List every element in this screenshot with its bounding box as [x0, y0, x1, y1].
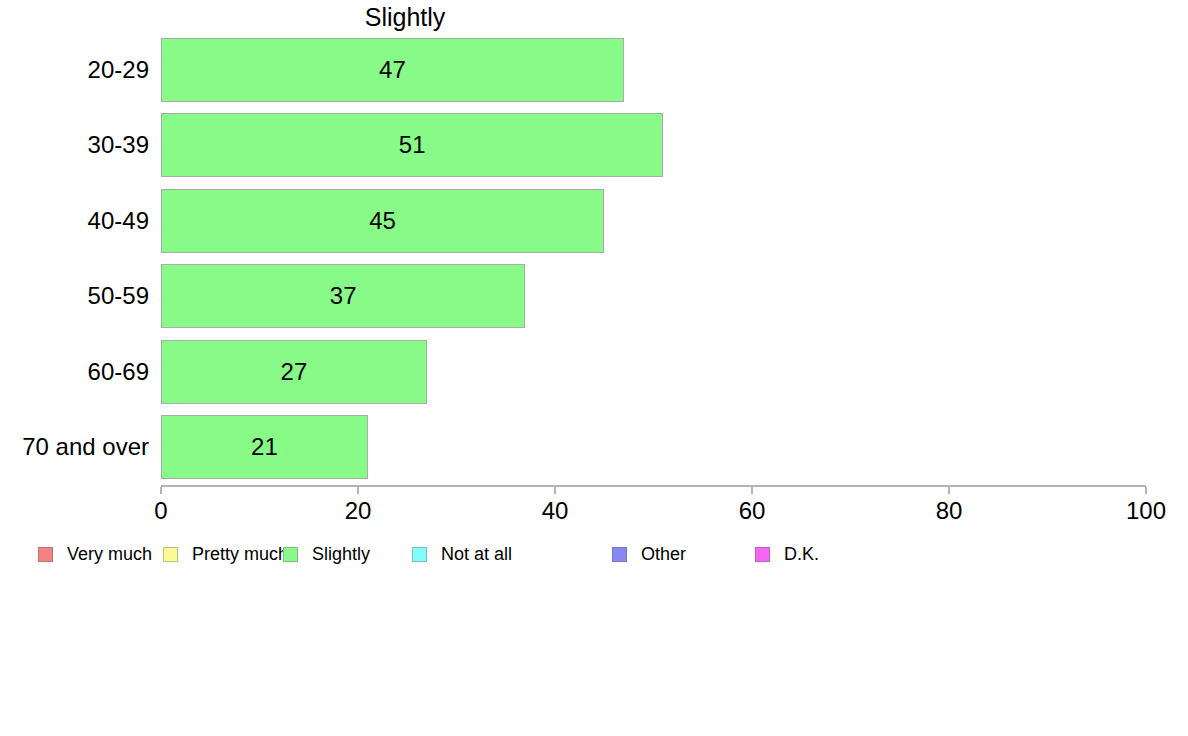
legend-swatch-icon	[755, 547, 770, 562]
legend-item: Slightly	[283, 544, 412, 565]
category-label: 30-39	[0, 131, 161, 159]
x-axis-tick-label: 20	[345, 497, 372, 525]
bar-value-label: 47	[379, 56, 406, 84]
plot-rows: 20-29 47 30-39 51 40-49 45 50-59 37 60-69 27 70 an…	[0, 32, 1146, 485]
bar-value-label: 51	[399, 131, 426, 159]
chart-canvas: Slightly 20-29 47 30-39 51 40-49 45 50-59 37 60-…	[0, 0, 1188, 736]
legend-item-label: Very much	[67, 544, 152, 565]
legend-item: D.K.	[755, 544, 875, 565]
bar-track: 21	[161, 415, 1146, 479]
x-axis-tick	[1145, 487, 1147, 494]
bar-track: 47	[161, 38, 1146, 102]
x-axis-tick	[948, 487, 950, 494]
bar: 37	[161, 264, 525, 328]
legend-item-label: Slightly	[312, 544, 370, 565]
chart-row: 50-59 37	[0, 259, 1146, 335]
plot-area: 20-29 47 30-39 51 40-49 45 50-59 37 60-69 27 70 an…	[0, 32, 1146, 485]
legend-item-label: D.K.	[784, 544, 819, 565]
category-label: 60-69	[0, 358, 161, 386]
bar: 47	[161, 38, 624, 102]
bar-value-label: 27	[281, 358, 308, 386]
bar-track: 37	[161, 264, 1146, 328]
category-label: 40-49	[0, 207, 161, 235]
chart-row: 70 and over 21	[0, 410, 1146, 486]
legend-swatch-icon	[612, 547, 627, 562]
category-label: 70 and over	[0, 433, 161, 461]
bar: 27	[161, 340, 427, 404]
chart-row: 60-69 27	[0, 334, 1146, 410]
x-axis-tick-label: 80	[936, 497, 963, 525]
x-axis-tick	[357, 487, 359, 494]
bar-value-label: 21	[251, 433, 278, 461]
x-axis-tick-label: 40	[542, 497, 569, 525]
legend-swatch-icon	[283, 547, 298, 562]
legend: Very much Pretty much Slightly Not at all Ot…	[38, 544, 875, 565]
x-axis: 020406080100	[161, 485, 1146, 487]
bar: 21	[161, 415, 368, 479]
category-label: 20-29	[0, 56, 161, 84]
legend-item-label: Pretty much	[192, 544, 288, 565]
legend-swatch-icon	[38, 547, 53, 562]
x-axis-tick	[554, 487, 556, 494]
chart-row: 40-49 45	[0, 183, 1146, 259]
chart-row: 30-39 51	[0, 108, 1146, 184]
x-axis-tick	[751, 487, 753, 494]
bar-track: 27	[161, 340, 1146, 404]
legend-item: Pretty much	[163, 544, 283, 565]
bar-track: 51	[161, 113, 1146, 177]
bar: 51	[161, 113, 663, 177]
legend-item: Very much	[38, 544, 163, 565]
x-axis-tick-label: 60	[739, 497, 766, 525]
legend-swatch-icon	[412, 547, 427, 562]
bar-value-label: 37	[330, 282, 357, 310]
bar: 45	[161, 189, 604, 253]
bar-value-label: 45	[369, 207, 396, 235]
legend-swatch-icon	[163, 547, 178, 562]
legend-item: Other	[612, 544, 755, 565]
chart-row: 20-29 47	[0, 32, 1146, 108]
legend-item-label: Not at all	[441, 544, 512, 565]
bar-track: 45	[161, 189, 1146, 253]
x-axis-tick-label: 0	[154, 497, 167, 525]
category-label: 50-59	[0, 282, 161, 310]
chart-title: Slightly	[365, 3, 446, 31]
x-axis-tick-label: 100	[1126, 497, 1166, 525]
x-axis-tick	[160, 487, 162, 494]
legend-item: Not at all	[412, 544, 612, 565]
legend-item-label: Other	[641, 544, 686, 565]
